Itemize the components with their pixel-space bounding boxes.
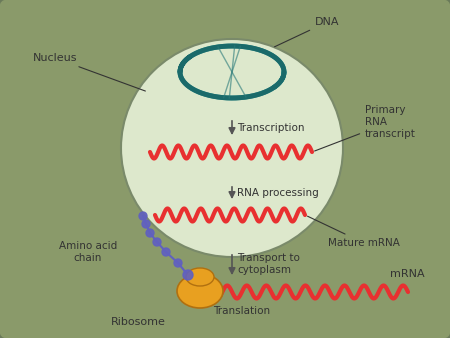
- Circle shape: [162, 248, 170, 256]
- Text: Transcription: Transcription: [237, 123, 305, 133]
- Ellipse shape: [186, 268, 214, 286]
- Text: Primary
RNA
transcript: Primary RNA transcript: [315, 105, 416, 151]
- Circle shape: [153, 238, 161, 246]
- Text: RNA processing: RNA processing: [237, 188, 319, 198]
- Ellipse shape: [177, 274, 223, 308]
- Text: Translation: Translation: [213, 306, 270, 316]
- Circle shape: [183, 270, 193, 280]
- Text: mRNA: mRNA: [390, 269, 425, 279]
- Text: Mature mRNA: Mature mRNA: [307, 216, 400, 248]
- Circle shape: [139, 212, 147, 220]
- Text: Transport to
cytoplasm: Transport to cytoplasm: [237, 253, 300, 275]
- Text: Ribosome: Ribosome: [111, 317, 166, 327]
- Circle shape: [142, 220, 150, 228]
- Text: Amino acid
chain: Amino acid chain: [59, 241, 117, 263]
- Ellipse shape: [121, 39, 343, 257]
- Text: Nucleus: Nucleus: [33, 53, 145, 91]
- Circle shape: [174, 259, 182, 267]
- Circle shape: [146, 229, 154, 237]
- Text: DNA: DNA: [274, 17, 339, 47]
